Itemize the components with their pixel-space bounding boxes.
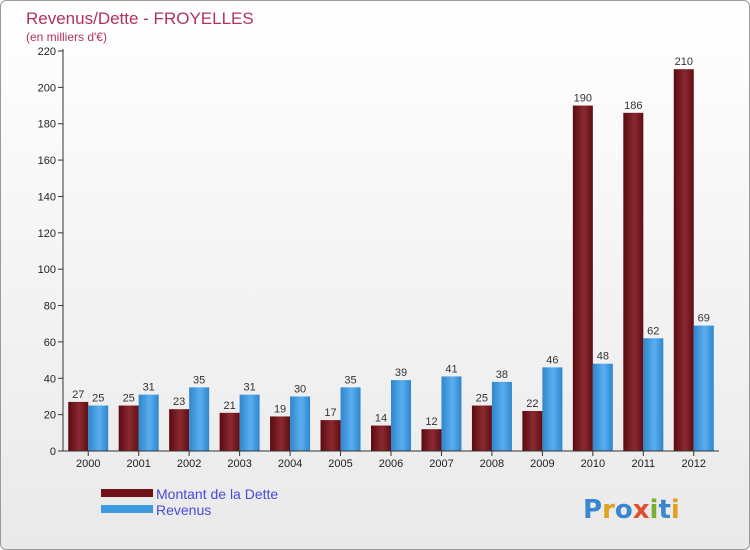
logo-letter: o — [615, 495, 633, 525]
logo-letter: P — [583, 495, 602, 525]
y-tick-label: 120 — [38, 228, 56, 240]
x-tick-label: 2010 — [581, 458, 605, 470]
bar-value-label: 38 — [496, 369, 508, 381]
x-axis: 2000 2001 2002 2003 2004 2005 2006 2007 2008 2009… — [63, 450, 719, 470]
bar-dette — [219, 412, 240, 451]
bar-dette — [572, 105, 593, 451]
bar-revenus — [643, 338, 664, 451]
x-tick-label: 2007 — [429, 458, 453, 470]
y-tick-label: 60 — [44, 337, 56, 349]
bar-revenus — [340, 387, 361, 451]
legend-swatch-dette — [101, 489, 153, 497]
bar-value-label: 22 — [526, 398, 538, 410]
bar-revenus — [592, 363, 613, 451]
bar-value-label: 14 — [375, 413, 387, 425]
x-tick-label: 2006 — [379, 458, 403, 470]
y-tick-label: 140 — [38, 191, 56, 203]
bar-value-label: 30 — [294, 383, 306, 395]
legend-label-dette: Montant de la Dette — [156, 486, 278, 502]
bars: 27 25 25 31 23 35 21 31 19 30 17 35 14 39 12 41 25 38 22 46… — [68, 56, 714, 452]
y-tick-label: 0 — [50, 446, 56, 458]
bar-dette — [118, 405, 139, 451]
bar-revenus — [391, 380, 411, 451]
x-tick-label: 2004 — [278, 458, 302, 470]
bar-value-label: 21 — [223, 400, 235, 412]
x-tick-label: 2005 — [328, 458, 352, 470]
bar-value-label: 31 — [143, 382, 155, 394]
logo-letter: r — [602, 495, 615, 525]
bar-value-label: 17 — [324, 407, 336, 419]
y-tick-label: 200 — [38, 82, 56, 94]
bar-value-label: 27 — [72, 389, 84, 401]
legend-swatch-revenus — [101, 505, 153, 513]
x-tick-label: 2009 — [530, 458, 554, 470]
y-tick-label: 180 — [38, 119, 56, 131]
x-tick-label: 2000 — [76, 458, 100, 470]
y-tick-label: 220 — [38, 46, 56, 58]
y-tick-label: 160 — [38, 155, 56, 167]
bar-value-label: 190 — [574, 93, 592, 105]
bar-dette — [471, 405, 492, 451]
logo-letter: i — [650, 495, 659, 525]
bar-value-label: 12 — [425, 416, 437, 428]
proxiti-logo: Proxiti — [583, 495, 680, 525]
bar-value-label: 19 — [274, 403, 286, 415]
bar-dette — [320, 420, 341, 451]
x-tick-label: 2012 — [682, 458, 706, 470]
chart-subtitle: (en milliers d'€) — [26, 30, 107, 44]
x-tick-label: 2008 — [480, 458, 504, 470]
bar-value-label: 39 — [395, 367, 407, 379]
x-tick-label: 2011 — [631, 458, 655, 470]
x-tick-label: 2001 — [126, 458, 150, 470]
bar-value-label: 69 — [698, 313, 710, 325]
bar-value-label: 25 — [92, 393, 104, 405]
logo-letter: i — [671, 495, 680, 525]
bar-revenus — [239, 394, 260, 451]
y-tick-label: 20 — [44, 410, 56, 422]
bar-value-label: 210 — [675, 56, 693, 68]
bar-revenus — [290, 396, 311, 451]
legend-label-revenus: Revenus — [156, 502, 211, 518]
bar-value-label: 186 — [624, 100, 642, 112]
y-tick-label: 40 — [44, 373, 56, 385]
bar-revenus — [441, 376, 462, 451]
logo-letter: t — [658, 495, 670, 525]
bar-revenus — [693, 325, 714, 451]
bar-dette — [421, 429, 442, 451]
bar-revenus — [138, 394, 159, 451]
bar-value-label: 35 — [344, 374, 356, 386]
bar-dette — [623, 112, 644, 452]
bar-dette — [371, 425, 391, 451]
bar-dette — [270, 416, 291, 451]
bar-revenus — [542, 367, 563, 451]
bar-value-label: 35 — [193, 374, 205, 386]
y-tick-label: 80 — [44, 301, 56, 313]
bar-dette — [673, 69, 694, 451]
logo-letter: x — [633, 495, 650, 525]
bar-value-label: 48 — [597, 351, 609, 363]
bar-value-label: 41 — [445, 363, 457, 375]
bar-dette — [68, 401, 89, 451]
bar-value-label: 23 — [173, 396, 185, 408]
chart-title: Revenus/Dette - FROYELLES — [26, 9, 254, 28]
legend: Montant de la Dette Revenus — [101, 486, 278, 518]
bar-value-label: 46 — [546, 354, 558, 366]
x-tick-label: 2002 — [177, 458, 201, 470]
y-axis: 0 20 40 60 80 100 120 140 160 180 200 220 — [38, 46, 64, 458]
bar-revenus — [88, 405, 109, 451]
bar-dette — [169, 409, 190, 451]
bar-dette — [522, 411, 543, 451]
bar-value-label: 31 — [243, 382, 255, 394]
bar-revenus — [491, 381, 512, 451]
bar-revenus — [189, 387, 210, 451]
bar-value-label: 62 — [647, 325, 659, 337]
x-tick-label: 2003 — [227, 458, 251, 470]
y-tick-label: 100 — [38, 264, 56, 276]
bar-value-label: 25 — [476, 393, 488, 405]
bar-value-label: 25 — [123, 393, 135, 405]
